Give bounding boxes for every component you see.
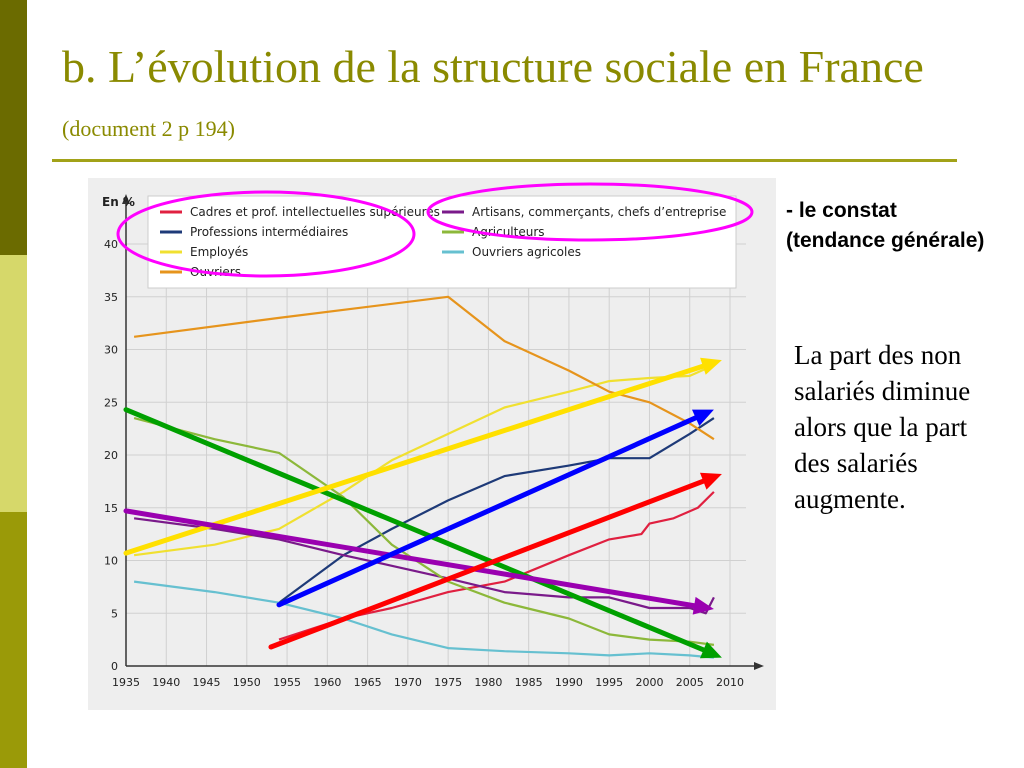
trend-arrow-line <box>123 508 697 609</box>
slide-title-main: b. L’évolution de la structure sociale e… <box>62 41 924 92</box>
x-tick-label: 1935 <box>112 676 140 689</box>
legend-label: Professions intermédiaires <box>190 225 348 239</box>
legend-label: Cadres et prof. intellectuelles supérieu… <box>190 205 440 219</box>
series-line <box>133 417 715 646</box>
y-tick-label: 10 <box>104 555 118 568</box>
trend-arrow-head <box>700 357 722 375</box>
legend-label: Ouvriers agricoles <box>472 245 581 259</box>
decor-bar-mid <box>0 512 27 768</box>
series-line <box>133 517 715 615</box>
x-tick-label: 1950 <box>233 676 261 689</box>
y-tick-label: 15 <box>104 502 118 515</box>
slide-title-sub: (document 2 p 194) <box>62 116 235 141</box>
x-tick-label: 1975 <box>434 676 462 689</box>
x-tick-label: 1955 <box>273 676 301 689</box>
trend-arrow-line <box>123 407 706 653</box>
chart: 0 5 10 15 20 25 30 35 40 1935 1940 1945 1950 1955 1960… <box>102 182 764 689</box>
title-divider <box>52 159 957 162</box>
trend-arrow-head <box>700 472 722 490</box>
y-tick-label: 30 <box>104 344 118 357</box>
legend-label: Employés <box>190 245 248 259</box>
x-tick-label: 1965 <box>354 676 382 689</box>
trend-arrow-line <box>268 478 706 650</box>
y-tick-label: 35 <box>104 291 118 304</box>
series-line <box>278 491 715 641</box>
y-axis-label: En % <box>102 195 135 209</box>
x-axis-arrow <box>754 662 764 670</box>
decor-bar-light <box>0 255 27 512</box>
x-tick-label: 2005 <box>676 676 704 689</box>
decor-bar-dark <box>0 0 27 255</box>
trend-arrow-line <box>276 415 699 608</box>
conclusion-paragraph: La part des non salariés diminue alors q… <box>794 340 971 514</box>
series-line <box>133 580 714 659</box>
trend-arrow-head <box>700 641 722 659</box>
series-line <box>133 295 715 441</box>
series-line <box>278 417 715 604</box>
y-tick-label: 25 <box>104 396 118 409</box>
x-tick-label: 1970 <box>394 676 422 689</box>
x-tick-label: 1945 <box>193 676 221 689</box>
x-tick-label: 1940 <box>152 676 180 689</box>
y-tick-label: 40 <box>104 238 118 251</box>
trend-arrow-line <box>123 363 706 556</box>
trend-arrow-head <box>692 409 714 426</box>
x-tick-label: 1960 <box>313 676 341 689</box>
legend-highlight-ellipse <box>116 190 416 278</box>
y-axis-arrow <box>122 194 130 204</box>
series-line <box>133 364 715 557</box>
x-tick-label: 2000 <box>635 676 663 689</box>
slide-title: b. L’évolution de la structure sociale e… <box>62 40 982 156</box>
x-tick-label: 1985 <box>515 676 543 689</box>
x-tick-label: 1980 <box>474 676 502 689</box>
legend-highlight-ellipse <box>426 182 754 242</box>
trend-arrow-head <box>692 596 714 615</box>
y-tick-label: 5 <box>111 607 118 620</box>
x-tick-label: 1995 <box>595 676 623 689</box>
constat-label: - le constat (tendance générale) <box>786 199 985 252</box>
x-tick-label: 2010 <box>716 676 744 689</box>
y-tick-label: 0 <box>111 660 118 673</box>
y-tick-label: 20 <box>104 449 118 462</box>
x-tick-label: 1990 <box>555 676 583 689</box>
legend-label: Artisans, commerçants, chefs d’entrepris… <box>472 205 726 219</box>
